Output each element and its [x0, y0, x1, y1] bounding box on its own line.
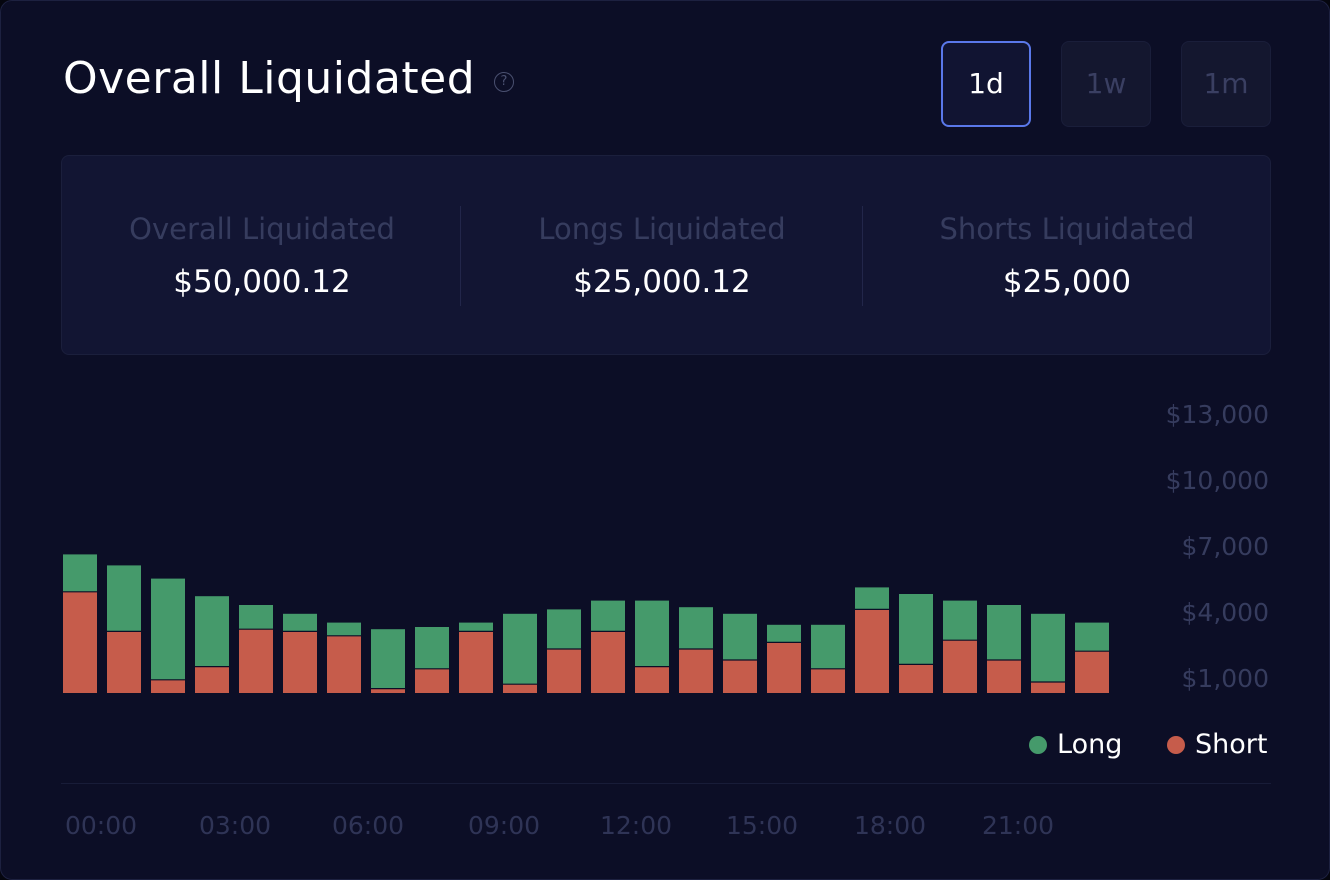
- bar-long: [943, 600, 977, 641]
- bar-short: [723, 660, 757, 693]
- stat-divider: [862, 206, 863, 306]
- timeframe-1d-button[interactable]: 1d: [941, 41, 1031, 127]
- bar-long: [1075, 622, 1109, 652]
- bar-short: [943, 640, 977, 693]
- bar-short: [1075, 651, 1109, 693]
- bar-long: [239, 605, 273, 630]
- bar-long: [635, 600, 669, 667]
- bar-long: [679, 607, 713, 649]
- x-tick-label: 06:00: [332, 811, 404, 840]
- bar-long: [327, 622, 361, 636]
- y-tick-label: $1,000: [1182, 664, 1269, 693]
- timeframe-1w-button[interactable]: 1w: [1061, 41, 1151, 127]
- stat-shorts: Shorts Liquidated $25,000: [864, 156, 1270, 356]
- bar-long: [811, 624, 845, 669]
- bar-short: [371, 688, 405, 693]
- bar-long: [195, 596, 229, 667]
- stat-longs-value: $25,000.12: [573, 264, 751, 300]
- legend-short-label: Short: [1195, 729, 1268, 760]
- stat-shorts-value: $25,000: [1002, 264, 1132, 300]
- card-title: Overall Liquidated: [63, 53, 476, 104]
- stat-longs-label: Longs Liquidated: [538, 212, 786, 246]
- stat-divider: [460, 206, 461, 306]
- bar-short: [239, 629, 273, 693]
- bar-short: [811, 668, 845, 693]
- legend-long-label: Long: [1057, 729, 1123, 760]
- bar-long: [723, 613, 757, 660]
- bar-short: [1031, 682, 1065, 693]
- stat-shorts-label: Shorts Liquidated: [939, 212, 1195, 246]
- bar-short: [107, 631, 141, 693]
- stats-panel: Overall Liquidated $50,000.12 Longs Liqu…: [61, 155, 1271, 355]
- bar-short: [591, 631, 625, 693]
- bar-long: [371, 629, 405, 689]
- x-tick-label: 09:00: [468, 811, 540, 840]
- x-tick-label: 00:00: [65, 811, 137, 840]
- bar-long: [547, 609, 581, 649]
- y-tick-label: $4,000: [1182, 598, 1269, 627]
- bar-long: [1031, 613, 1065, 682]
- bar-long: [767, 624, 801, 643]
- bar-long: [855, 587, 889, 610]
- bar-short: [63, 591, 97, 693]
- bar-short: [679, 649, 713, 693]
- bar-long: [459, 622, 493, 632]
- x-tick-label: 18:00: [854, 811, 926, 840]
- stat-overall-label: Overall Liquidated: [129, 212, 395, 246]
- bar-long: [415, 627, 449, 669]
- y-tick-label: $13,000: [1166, 400, 1269, 429]
- bar-short: [459, 631, 493, 693]
- stat-overall: Overall Liquidated $50,000.12: [62, 156, 462, 356]
- bar-short: [503, 684, 537, 693]
- bar-short: [151, 679, 185, 693]
- help-icon[interactable]: ?: [494, 72, 514, 92]
- legend-long-swatch: [1029, 736, 1047, 754]
- y-tick-label: $7,000: [1182, 532, 1269, 561]
- bar-short: [635, 666, 669, 693]
- bar-short: [195, 666, 229, 693]
- bar-short: [987, 660, 1021, 693]
- stat-longs: Longs Liquidated $25,000.12: [462, 156, 862, 356]
- bar-short: [855, 609, 889, 693]
- bar-long: [503, 613, 537, 685]
- bar-long: [899, 594, 933, 665]
- stat-overall-value: $50,000.12: [173, 264, 351, 300]
- bar-short: [415, 668, 449, 693]
- bar-long: [283, 613, 317, 632]
- bar-short: [547, 649, 581, 693]
- bar-short: [283, 631, 317, 693]
- x-tick-label: 03:00: [199, 811, 271, 840]
- bar-long: [987, 605, 1021, 660]
- bar-long: [63, 554, 97, 592]
- y-tick-label: $10,000: [1166, 466, 1269, 495]
- bar-long: [151, 578, 185, 680]
- bar-short: [899, 664, 933, 693]
- timeframe-1m-button[interactable]: 1m: [1181, 41, 1271, 127]
- bar-long: [107, 565, 141, 632]
- bar-short: [327, 635, 361, 693]
- x-tick-label: 21:00: [982, 811, 1054, 840]
- legend-short-swatch: [1167, 736, 1185, 754]
- x-tick-label: 15:00: [726, 811, 798, 840]
- x-tick-label: 12:00: [600, 811, 672, 840]
- bar-long: [591, 600, 625, 632]
- x-axis-line: [61, 783, 1271, 784]
- bar-short: [767, 642, 801, 693]
